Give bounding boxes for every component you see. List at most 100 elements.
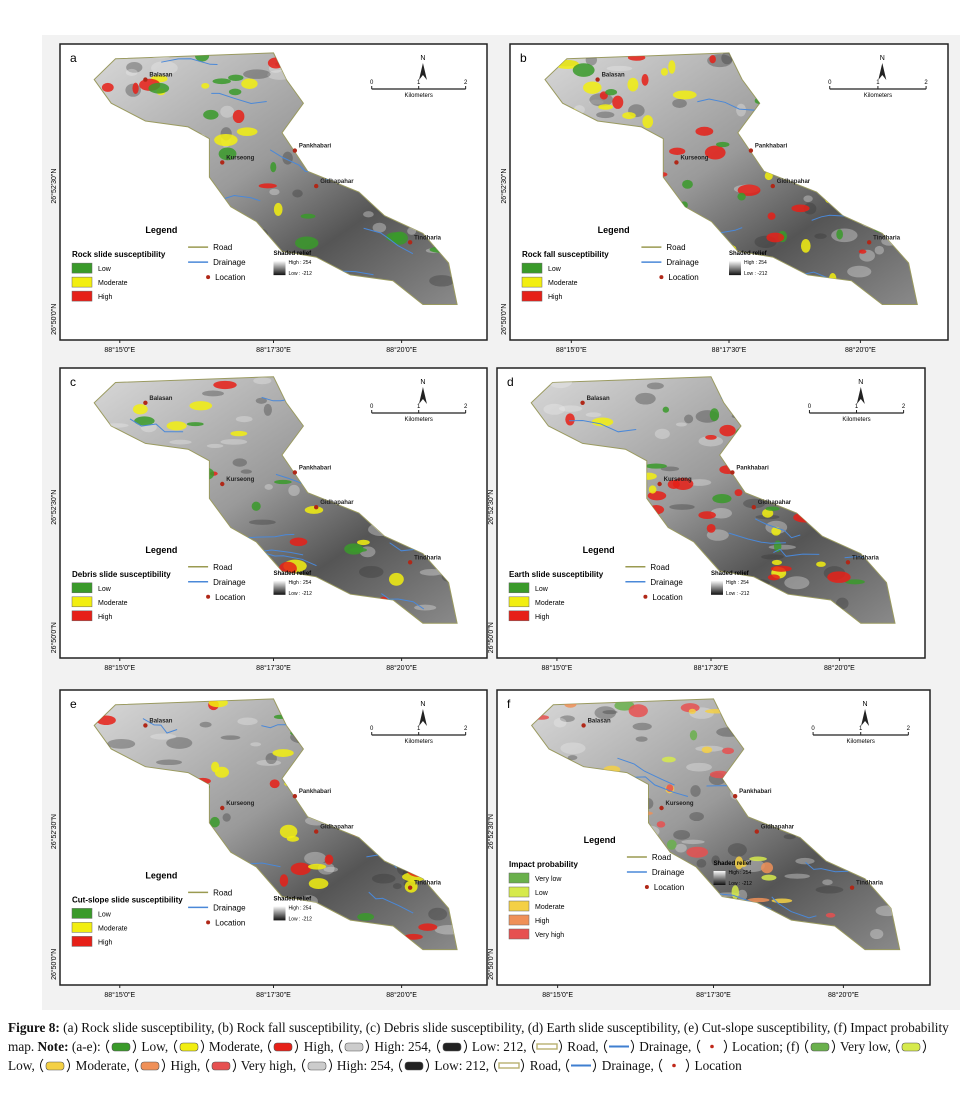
location-point — [143, 77, 148, 82]
legend-label: Moderate — [535, 600, 565, 607]
latitude-label: 26°50'0"N — [50, 949, 58, 980]
relief-shade — [292, 189, 303, 198]
paren — [132, 1039, 137, 1054]
place-label: Kurseong — [226, 155, 254, 161]
caption-swatch — [173, 1039, 204, 1054]
relief-shade — [107, 738, 136, 749]
relief-shade — [220, 105, 235, 118]
scale-tick-label: 0 — [370, 80, 374, 86]
latitude-label: 26°50'0"N — [487, 949, 495, 980]
latitude-label: 26°52'30"N — [487, 814, 495, 849]
scale-tick-label: 1 — [417, 404, 421, 410]
legend-title: Rock fall susceptibility — [522, 250, 609, 259]
legend-swatch — [521, 262, 543, 274]
relief-shade — [250, 742, 262, 747]
relief-low: Low : -212 — [289, 916, 313, 922]
caption-swatch — [896, 1039, 927, 1054]
caption-entry: Location — [694, 1058, 742, 1073]
relief-shade — [169, 439, 192, 445]
swatch-box — [211, 1061, 230, 1071]
legend-swatch — [71, 262, 93, 274]
caption-swatch — [339, 1039, 370, 1054]
legend-label: Location — [652, 593, 682, 602]
legend-label: High — [535, 918, 550, 925]
caption-entry: Location; — [732, 1039, 783, 1054]
relief-shade — [721, 52, 733, 65]
susceptibility-patch — [771, 898, 793, 904]
north-arrow — [878, 63, 887, 80]
place-label: Tindharia — [873, 235, 901, 241]
susceptibility-patch — [236, 127, 258, 136]
map-figure: Balasan Kurseong Pankhabari Gidhapahar Tindh… — [42, 35, 960, 1010]
latitude-label: 26°50'0"N — [487, 622, 495, 653]
caption-entry: Very low, — [840, 1039, 891, 1054]
map-panel: Balasan Kurseong Pankhabari Gidhapahar Tindh… — [487, 689, 931, 999]
susceptibility-patch — [645, 463, 667, 469]
place-label: Pankhabari — [299, 789, 332, 795]
latitude-label: 26°52'30"N — [487, 490, 495, 525]
relief-shade — [222, 813, 231, 822]
relief-swatch — [273, 906, 286, 921]
relief-shade — [553, 717, 567, 728]
place-label: Balasan — [149, 73, 172, 79]
north-arrow — [418, 387, 427, 404]
swatch-box — [274, 1042, 293, 1052]
susceptibility-patch — [300, 213, 316, 219]
relief-shade — [248, 519, 276, 525]
relief-shade — [687, 479, 712, 486]
relief-low: Low : -212 — [289, 271, 313, 277]
susceptibility-patch — [598, 104, 614, 110]
location-point — [866, 240, 872, 245]
susceptibility-patch — [213, 380, 237, 390]
relief-swatch — [273, 261, 286, 276]
place-label: Tindharia — [856, 881, 884, 887]
study-area — [93, 698, 458, 951]
susceptibility-patch — [258, 183, 277, 189]
caption-entry: Drainage, — [601, 1058, 654, 1073]
longitude-label: 88°15'0"E — [542, 664, 573, 672]
relief-shade — [847, 265, 872, 278]
drainage-line — [626, 776, 689, 797]
relief-shade — [783, 834, 796, 840]
susceptibility-patch — [186, 422, 204, 427]
location-point — [143, 723, 148, 728]
susceptibility-patch — [357, 539, 370, 546]
caption-swatch — [399, 1058, 430, 1073]
caption-entry: Road, — [529, 1058, 562, 1073]
legend-label: Drainage — [666, 258, 699, 267]
susceptibility-patch — [132, 82, 139, 95]
caption-entry: High: 254, — [336, 1058, 394, 1073]
relief-high: High : 254 — [729, 870, 752, 876]
location-point — [220, 805, 225, 811]
relief-shade — [815, 886, 844, 894]
relief-title: Shaded relief — [274, 251, 313, 257]
legend-heading: Legend — [145, 870, 177, 880]
relief-shade — [126, 62, 143, 73]
caption-entry: High, — [170, 1058, 201, 1073]
paren — [161, 1058, 166, 1073]
relief-shade — [419, 569, 444, 576]
caption-entry: Low, — [8, 1058, 35, 1073]
place-label: Kurseong — [680, 155, 708, 161]
relief-shade — [673, 829, 691, 840]
relief-shade — [125, 68, 138, 76]
north-label: N — [858, 379, 863, 386]
caption-entry: High: 254, — [374, 1039, 432, 1054]
location-point — [314, 829, 319, 834]
relief-shade — [363, 211, 374, 218]
paren — [399, 1058, 403, 1073]
relief-shade — [761, 554, 784, 560]
susceptibility-patch — [709, 55, 716, 64]
relief-shade — [690, 785, 701, 797]
swatch-road — [536, 1043, 558, 1050]
relief-shade — [741, 859, 765, 873]
scale-unit: Kilometers — [864, 93, 892, 99]
susceptibility-patch — [134, 416, 155, 426]
relief-shade — [784, 873, 811, 879]
legend-heading: Legend — [598, 225, 630, 235]
legend-swatch — [508, 610, 530, 622]
relief-shade — [358, 565, 384, 578]
susceptibility-patch — [290, 862, 311, 876]
relief-shade — [428, 907, 448, 921]
